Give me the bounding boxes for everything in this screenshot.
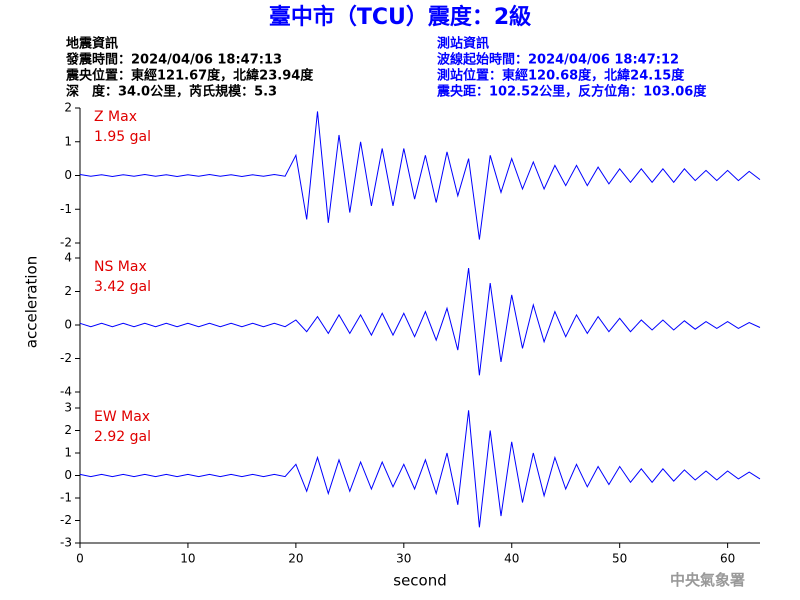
x-tick-label: 60: [720, 552, 735, 566]
y-tick-label: 3: [64, 401, 72, 415]
y-axis-label: acceleration: [23, 256, 41, 348]
y-tick-label: -4: [60, 385, 72, 399]
max-annotation: EW Max: [94, 409, 150, 425]
x-axis-label: second: [393, 572, 447, 590]
y-tick-label: 0: [64, 318, 72, 332]
x-tick-label: 30: [396, 552, 411, 566]
max-annotation: 3.42 gal: [94, 279, 151, 295]
x-tick-label: 20: [288, 552, 303, 566]
waveform: [79, 111, 761, 240]
footer: 中央氣象署: [670, 571, 745, 589]
y-tick-label: 2: [64, 101, 72, 115]
y-tick-label: -2: [60, 236, 72, 250]
y-tick-label: 2: [64, 284, 72, 298]
y-tick-label: -1: [60, 202, 72, 216]
y-tick-label: 0: [64, 468, 72, 482]
y-tick-label: 1: [64, 134, 72, 148]
y-tick-label: 2: [64, 423, 72, 437]
max-annotation: 2.92 gal: [94, 429, 151, 445]
info-right: 波線起始時間：2024/04/06 18:47:12: [437, 52, 679, 68]
waveform: [79, 410, 761, 528]
y-tick-label: 1: [64, 446, 72, 460]
x-tick-label: 0: [76, 552, 84, 566]
info-left: 地震資訊: [66, 36, 118, 52]
info-right: 測站資訊: [437, 36, 489, 52]
y-tick-label: -2: [60, 513, 72, 527]
y-tick-label: 0: [64, 168, 72, 182]
y-tick-label: -2: [60, 351, 72, 365]
y-tick-label: 4: [64, 251, 72, 265]
info-left: 發震時間：2024/04/06 18:47:13: [65, 52, 282, 68]
y-tick-label: -1: [60, 491, 72, 505]
info-left: 深 度：34.0公里，芮氏規模：5.3: [66, 84, 277, 100]
info-right: 測站位置：東經120.68度，北緯24.15度: [437, 68, 685, 84]
chart-title: 臺中市（TCU）震度：2級: [269, 4, 531, 30]
info-left: 震央位置：東經121.67度，北緯23.94度: [65, 68, 314, 84]
x-tick-label: 40: [504, 552, 519, 566]
x-tick-label: 50: [612, 552, 627, 566]
y-tick-label: -3: [60, 536, 72, 550]
x-tick-label: 10: [180, 552, 195, 566]
max-annotation: Z Max: [94, 109, 137, 125]
waveform: [79, 268, 761, 376]
info-right: 震央距：102.52公里，反方位角：103.06度: [436, 84, 707, 100]
max-annotation: 1.95 gal: [94, 129, 151, 145]
max-annotation: NS Max: [94, 259, 147, 275]
